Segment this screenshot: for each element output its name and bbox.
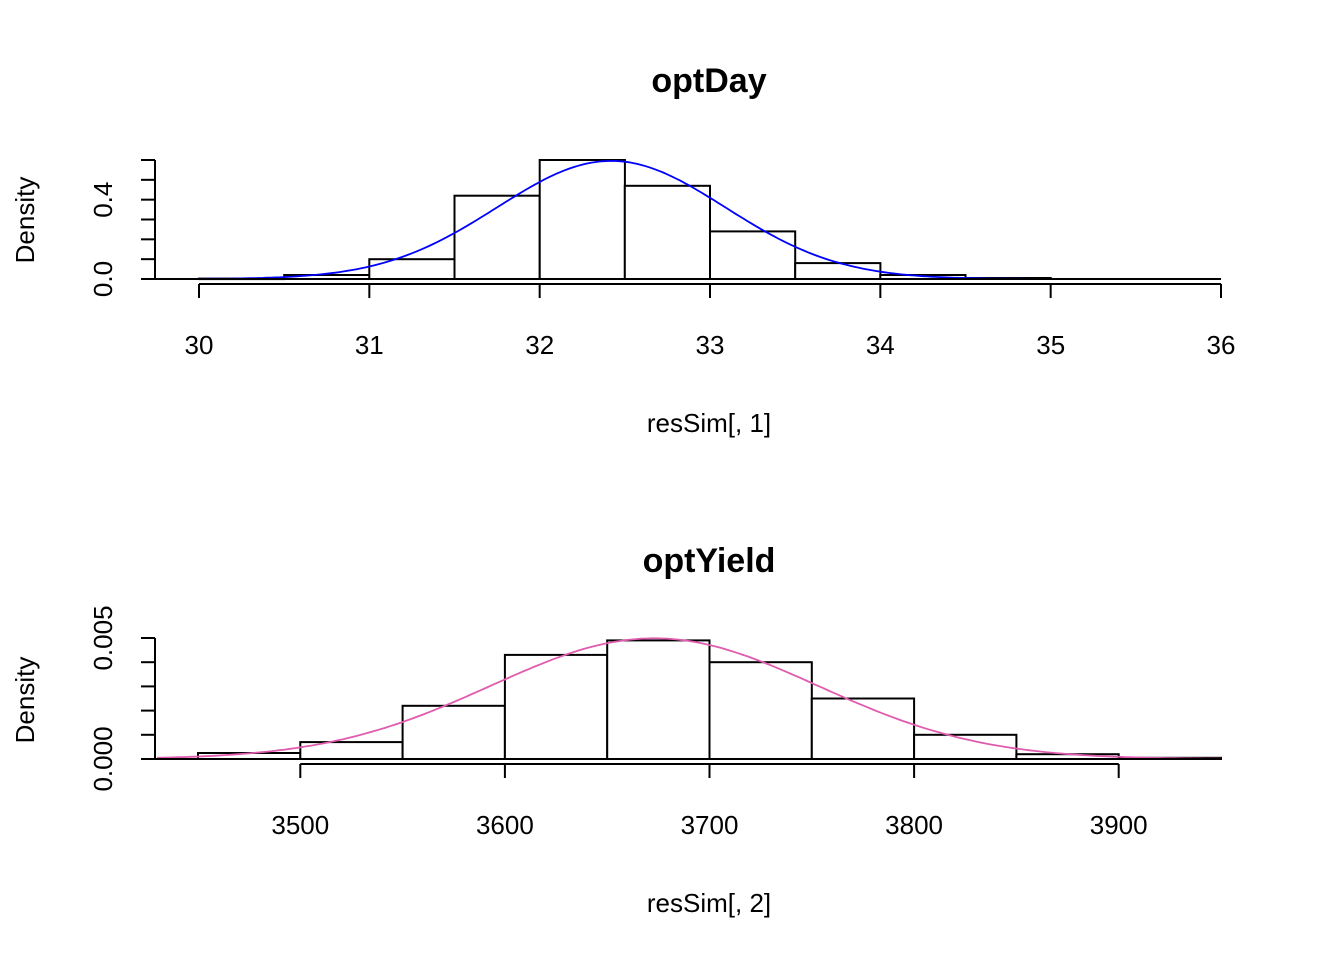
histogram-bars: [197, 639, 1222, 761]
x-tick-label: 35: [1036, 330, 1065, 360]
density-curve: [199, 159, 1051, 280]
x-tick-label: 3700: [681, 810, 739, 840]
y-axis-label: Density: [10, 177, 40, 264]
x-tick-label: 34: [866, 330, 895, 360]
y-tick-label: 0.0: [88, 261, 118, 297]
x-tick-label: 30: [185, 330, 214, 360]
x-tick-label: 3500: [271, 810, 329, 840]
chart-title: optYield: [643, 542, 776, 580]
x-axis-label: resSim[, 1]: [647, 408, 771, 438]
y-tick-label: 0.005: [88, 605, 118, 670]
histogram-bar: [503, 653, 609, 761]
axes: [141, 637, 1221, 778]
histogram-bar: [606, 639, 711, 761]
x-tick-label: 33: [696, 330, 725, 360]
y-tick-label: 0.000: [88, 726, 118, 791]
histogram-bar: [709, 230, 797, 280]
x-tick-label: 3600: [476, 810, 534, 840]
histogram-bar: [401, 704, 506, 760]
chart-title: optDay: [651, 62, 766, 100]
x-tick-label: 3800: [885, 810, 943, 840]
histogram-bar: [794, 262, 882, 281]
x-tick-label: 3900: [1090, 810, 1148, 840]
histogram-bars: [198, 159, 1052, 281]
axes: [141, 159, 1222, 298]
density-curve-layer: [157, 637, 1221, 760]
histogram-bar: [368, 258, 456, 281]
x-tick-label: 32: [525, 330, 554, 360]
y-tick-label: 0.4: [88, 182, 118, 218]
y-axis-label: Density: [10, 657, 40, 744]
histogram-bar: [623, 184, 711, 280]
panel-optday: optDay resSim[, 1] Density 30 31 32 33 3…: [10, 62, 1235, 438]
histogram-bar: [810, 697, 916, 760]
density-curve-layer: [199, 159, 1051, 280]
histogram-bar: [538, 159, 626, 280]
x-tick-label: 36: [1207, 330, 1236, 360]
density-curve: [157, 637, 1221, 760]
x-tick-label: 31: [355, 330, 384, 360]
panel-optyield: optYield resSim[, 2] Density 3500 3600 3…: [10, 542, 1222, 918]
histogram-bar: [453, 194, 541, 280]
x-axis-label: resSim[, 2]: [647, 888, 771, 918]
